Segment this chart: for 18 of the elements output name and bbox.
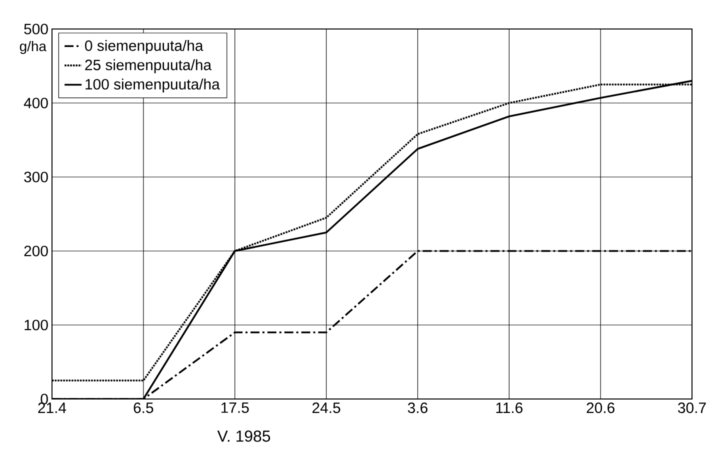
y-tick-label: 400 [24,98,48,108]
x-tick-label: 11.6 [496,402,522,414]
x-axis-title: V. 1985 [217,430,270,442]
x-tick-label: 17.5 [221,402,249,413]
legend-label: 0 siemenpuuta/ha [85,40,204,54]
x-tick-label: 24.5 [312,402,340,414]
x-tick-label: 30.7 [678,402,706,414]
x-tick-label: 20.6 [586,402,614,414]
x-tick-label: 6.5 [134,402,154,414]
x-tick-label: 21.4 [38,402,66,413]
y-tick-label: 500 [24,24,48,34]
y-tick-label: 200 [24,246,48,256]
legend-label: 25 siemenpuuta/ha [85,59,212,74]
legend-label: 100 siemenpuuta/ha [86,78,220,92]
y-tick-label: 300 [24,172,48,182]
x-tick-label: 3.6 [408,402,428,414]
y-axis-title: g/ha [20,40,46,54]
y-tick-label: 100 [24,320,48,330]
